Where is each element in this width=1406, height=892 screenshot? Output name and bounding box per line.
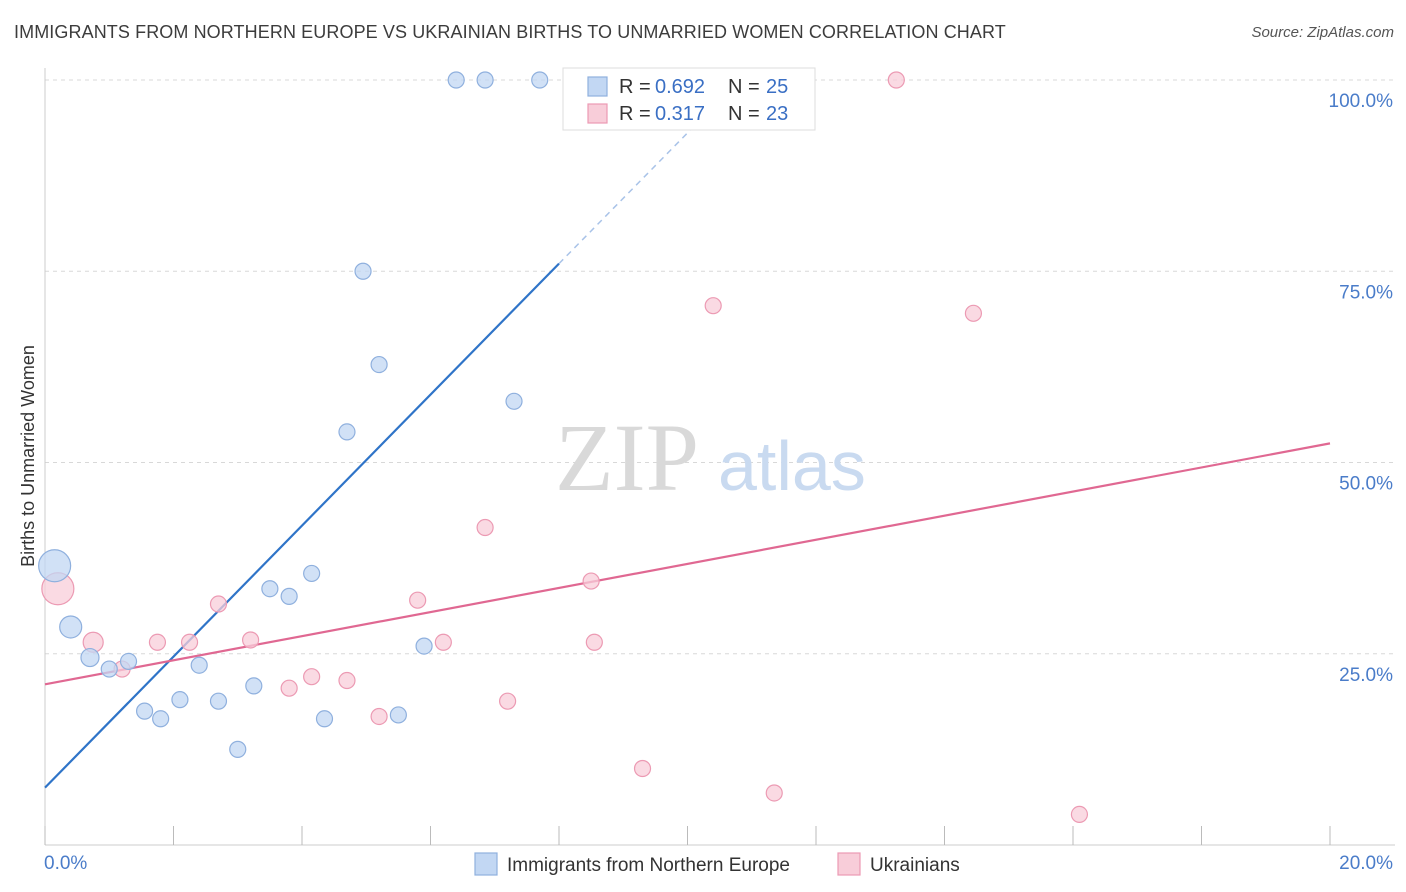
point-northern-europe-10	[229, 740, 247, 758]
watermark-zip: ZIP	[555, 404, 699, 511]
watermark-atlas: atlas	[718, 427, 866, 505]
point-northern-europe-15	[315, 710, 334, 728]
point-ukrainians-9	[338, 671, 356, 690]
point-northern-europe-6	[152, 710, 170, 728]
point-northern-europe-22	[476, 71, 494, 89]
point-northern-europe-13	[280, 587, 298, 605]
point-northern-europe-17	[354, 262, 372, 280]
point-northern-europe-23	[505, 392, 523, 410]
point-northern-europe-0	[38, 549, 72, 583]
bottom-legend-swatch-northern-europe	[474, 852, 498, 876]
point-ukrainians-17	[633, 759, 652, 778]
trendline-ukrainians	[44, 442, 1331, 686]
point-ukrainians-6	[242, 631, 260, 649]
source-credit: Source: ZipAtlas.com	[1251, 24, 1394, 41]
top-legend: R = 0.692 N = 25 R = 0.317 N = 23	[562, 67, 816, 131]
point-northern-europe-16	[338, 423, 356, 441]
legend-r-label-1: R =	[619, 103, 651, 125]
y-tick-label-100: 100.0%	[1329, 91, 1394, 112]
legend-n-label-1: N =	[728, 103, 760, 125]
legend-r-value-1: 0.317	[655, 103, 705, 125]
bottom-legend-swatch-ukrainians	[837, 852, 861, 876]
point-ukrainians-11	[409, 591, 427, 609]
point-northern-europe-11	[245, 677, 263, 695]
point-ukrainians-5	[209, 595, 228, 613]
point-northern-europe-18	[370, 355, 388, 374]
point-ukrainians-13	[476, 518, 494, 537]
point-northern-europe-9	[209, 692, 228, 710]
y-tick-label-50: 50.0%	[1339, 474, 1393, 495]
point-northern-europe-3	[100, 660, 118, 678]
trendline-northern-europe	[44, 262, 560, 789]
point-northern-europe-2	[80, 647, 100, 668]
y-tick-label-75: 75.0%	[1339, 282, 1393, 303]
trendline-northern-europe-extension	[558, 106, 714, 265]
grid-layer	[45, 79, 1395, 655]
point-ukrainians-21	[964, 304, 983, 322]
point-ukrainians-7	[280, 679, 298, 697]
point-ukrainians-16	[585, 633, 603, 651]
legend-r-label-0: R =	[619, 76, 651, 98]
point-northern-europe-1	[59, 615, 83, 639]
legend-swatch-0	[587, 76, 608, 97]
point-northern-europe-12	[261, 580, 279, 598]
legend-n-value-0: 25	[766, 76, 788, 98]
x-tick-label-max: 20.0%	[1339, 853, 1393, 874]
point-northern-europe-4	[119, 652, 138, 671]
point-ukrainians-15	[582, 572, 600, 590]
point-northern-europe-21	[447, 71, 465, 89]
y-axis-title: Births to Unmarried Women	[18, 345, 38, 567]
legend-r-value-0: 0.692	[655, 76, 705, 98]
bottom-legend-label-northern-europe: Immigrants from Northern Europe	[507, 855, 790, 876]
axis-layer: 25.0% 50.0% 75.0% 100.0% 0.0% 20.0%	[44, 68, 1395, 874]
point-northern-europe-20	[415, 637, 433, 655]
legend-swatch-1	[587, 103, 608, 124]
point-ukrainians-22	[1070, 805, 1089, 824]
watermark: ZIP atlas	[555, 404, 866, 511]
bottom-legend: Immigrants from Northern Europe Ukrainian…	[474, 852, 960, 876]
bottom-legend-label-ukrainians: Ukrainians	[870, 855, 960, 876]
point-ukrainians-20	[887, 71, 905, 89]
points-layer	[38, 71, 1089, 824]
chart-title: IMMIGRANTS FROM NORTHERN EUROPE VS UKRAI…	[14, 22, 1006, 42]
point-northern-europe-24	[531, 71, 549, 89]
point-northern-europe-8	[190, 656, 208, 674]
point-ukrainians-8	[303, 668, 321, 686]
point-ukrainians-12	[434, 633, 452, 651]
point-northern-europe-7	[171, 691, 189, 709]
y-tick-label-25: 25.0%	[1339, 665, 1393, 686]
legend-n-value-1: 23	[766, 103, 788, 125]
point-ukrainians-3	[148, 633, 167, 651]
x-tick-label-min: 0.0%	[44, 853, 87, 874]
point-ukrainians-14	[499, 692, 517, 710]
point-northern-europe-5	[135, 702, 154, 720]
point-northern-europe-14	[303, 564, 321, 583]
legend-n-label-0: N =	[728, 76, 760, 98]
point-ukrainians-10	[370, 707, 388, 726]
point-ukrainians-18	[704, 297, 722, 315]
point-northern-europe-19	[389, 706, 407, 724]
point-ukrainians-4	[180, 633, 199, 651]
point-ukrainians-19	[765, 784, 783, 802]
trend-layer	[44, 106, 1331, 789]
